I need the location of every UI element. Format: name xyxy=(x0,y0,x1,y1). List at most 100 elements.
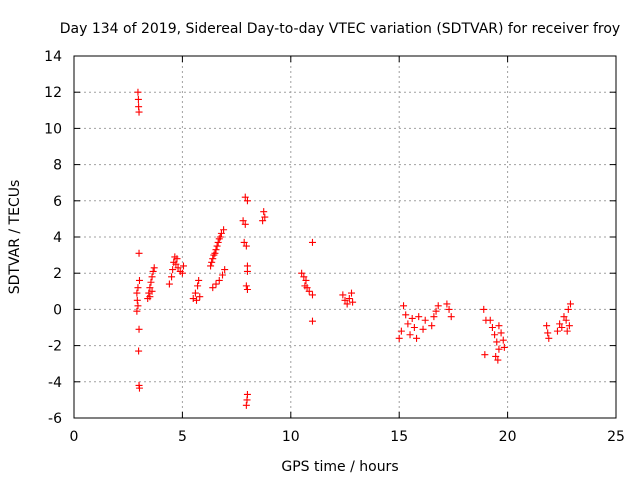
data-point xyxy=(133,307,141,315)
data-point xyxy=(395,334,403,342)
y-tick-label: 14 xyxy=(44,49,62,65)
data-point xyxy=(298,269,306,277)
data-point xyxy=(562,316,570,324)
data-point xyxy=(209,255,217,263)
y-tick-label: 6 xyxy=(53,194,62,210)
data-point xyxy=(349,298,357,306)
data-point xyxy=(178,269,186,277)
data-point xyxy=(432,307,440,315)
data-point xyxy=(443,300,451,308)
data-point xyxy=(216,233,224,241)
data-point xyxy=(240,238,248,246)
y-tick-label: 10 xyxy=(44,121,62,137)
data-point xyxy=(402,311,410,319)
data-point xyxy=(566,300,574,308)
data-point xyxy=(302,276,310,284)
data-point xyxy=(168,273,176,281)
x-tick-labels: 0 5 10 15 20 25 xyxy=(70,429,625,445)
data-point xyxy=(243,197,251,205)
data-point xyxy=(261,213,269,221)
x-tick-label: 15 xyxy=(390,429,408,445)
data-point xyxy=(242,401,250,409)
data-point xyxy=(497,329,505,337)
plot-frame xyxy=(73,55,617,419)
data-point xyxy=(169,266,177,274)
data-point xyxy=(410,324,418,331)
data-point xyxy=(447,313,455,321)
data-point xyxy=(220,226,228,234)
x-tick-label: 0 xyxy=(70,429,79,445)
data-point xyxy=(305,287,313,295)
data-point xyxy=(135,108,143,116)
data-point xyxy=(495,345,503,353)
data-point xyxy=(480,305,488,313)
x-tick-label: 20 xyxy=(499,429,517,445)
data-point xyxy=(556,320,564,328)
data-point xyxy=(430,313,438,321)
x-axis-label: GPS time / hours xyxy=(281,459,398,475)
data-point xyxy=(259,217,267,225)
data-point xyxy=(148,287,156,295)
data-point xyxy=(419,325,427,333)
data-point xyxy=(564,305,572,313)
data-point xyxy=(341,296,349,304)
data-point xyxy=(133,289,141,297)
data-point xyxy=(165,280,173,288)
data-point xyxy=(308,317,316,325)
y-axis-label: SDTVAR / TECUs xyxy=(7,180,23,295)
data-point xyxy=(445,305,453,313)
data-point xyxy=(488,324,496,331)
data-point xyxy=(146,284,154,292)
data-point xyxy=(150,264,158,272)
data-point xyxy=(145,289,153,297)
data-point xyxy=(494,356,502,364)
y-tick-label: -6 xyxy=(48,411,62,427)
data-point xyxy=(243,396,251,404)
data-point xyxy=(428,322,436,330)
data-point xyxy=(179,262,187,270)
data-point xyxy=(404,320,412,328)
data-point xyxy=(214,238,222,246)
data-point xyxy=(134,302,142,310)
data-point xyxy=(135,276,143,284)
data-point xyxy=(242,282,250,290)
data-point xyxy=(343,300,351,308)
data-point xyxy=(491,331,499,339)
data-point xyxy=(408,314,416,322)
data-point xyxy=(209,284,217,292)
data-point xyxy=(147,278,155,286)
data-point xyxy=(421,316,429,324)
data-point xyxy=(217,229,225,237)
data-point xyxy=(493,338,501,346)
data-point xyxy=(213,242,221,250)
data-point xyxy=(215,276,223,284)
data-point xyxy=(243,285,251,293)
data-point xyxy=(397,327,405,335)
data-point xyxy=(348,289,356,297)
data-point xyxy=(221,266,229,274)
data-point xyxy=(339,291,347,299)
data-point xyxy=(415,313,423,321)
data-point xyxy=(300,273,308,281)
data-point xyxy=(260,208,268,216)
data-point xyxy=(345,295,353,303)
y-tick-labels: -6 -4 -2 0 2 4 6 8 10 12 14 xyxy=(44,49,62,427)
data-point xyxy=(133,296,141,304)
data-point xyxy=(219,271,227,279)
data-point xyxy=(481,351,489,359)
data-point xyxy=(192,296,200,304)
data-point xyxy=(413,334,421,342)
data-point xyxy=(134,95,142,103)
data-point xyxy=(210,251,218,259)
data-point xyxy=(500,343,508,351)
y-tick-label: 0 xyxy=(53,302,62,318)
data-point xyxy=(308,291,316,299)
data-point xyxy=(194,282,202,290)
data-point xyxy=(560,313,568,321)
data-point xyxy=(241,220,249,228)
data-point xyxy=(195,276,203,284)
data-point xyxy=(544,329,552,337)
data-point xyxy=(243,267,251,275)
data-point xyxy=(208,258,216,266)
